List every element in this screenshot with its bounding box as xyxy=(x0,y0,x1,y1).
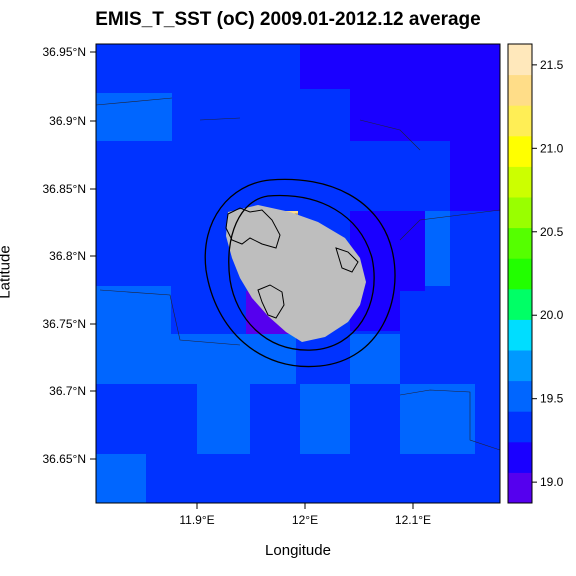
colorbar-swatch xyxy=(508,319,532,351)
colorbar-swatch xyxy=(508,105,532,137)
colorbar-swatch xyxy=(508,197,532,229)
colorbar-label: 20.0 xyxy=(540,308,564,322)
bathymetry-line xyxy=(399,209,501,241)
chart-title: EMIS_T_SST (oC) 2009.01-2012.12 average xyxy=(95,9,481,30)
colorbar-swatch xyxy=(508,166,532,198)
y-tick-label: 36.65°N xyxy=(43,452,87,466)
y-ticks: 36.95°N 36.9°N 36.85°N 36.8°N 36.75°N 36… xyxy=(43,45,96,466)
x-tick-label: 12°E xyxy=(292,513,318,527)
x-tick-label: 11.9°E xyxy=(179,513,214,527)
y-tick-label: 36.9°N xyxy=(49,114,86,128)
colorbar-swatch xyxy=(508,411,532,443)
colorbar-swatch xyxy=(508,472,532,504)
sst-cell xyxy=(425,211,450,286)
y-tick-label: 36.85°N xyxy=(43,182,87,196)
colorbar-swatch xyxy=(508,380,532,412)
sst-cell xyxy=(96,334,246,384)
bathymetry-line xyxy=(95,97,241,121)
x-axis-label: Longitude xyxy=(265,542,331,559)
colorbar-swatch xyxy=(508,258,532,290)
sst-cell xyxy=(300,384,350,454)
map-frame xyxy=(95,43,501,504)
colorbar: 19.0 19.5 20.0 20.5 21.0 21.5 xyxy=(507,43,564,504)
sst-cell xyxy=(197,384,250,454)
sst-cell xyxy=(350,89,500,141)
map-panel xyxy=(95,43,501,504)
coastline xyxy=(225,207,281,249)
island-land xyxy=(226,205,366,342)
x-ticks: 11.9°E 12°E 12.1°E xyxy=(179,503,431,527)
bathymetry-line xyxy=(359,119,421,151)
y-tick-label: 36.95°N xyxy=(43,45,87,59)
colorbar-swatch xyxy=(508,74,532,106)
colorbar-frame xyxy=(507,43,533,504)
colorbar-label: 20.5 xyxy=(540,225,564,239)
contour-line xyxy=(228,194,375,351)
y-tick-label: 36.75°N xyxy=(43,317,87,331)
coastline xyxy=(257,284,285,319)
sst-cell xyxy=(400,384,475,454)
colorbar-label: 19.0 xyxy=(540,475,564,489)
colorbar-label: 21.0 xyxy=(540,141,564,155)
contour-line xyxy=(204,178,396,368)
colorbar-swatch xyxy=(508,288,532,320)
colorbar-swatch xyxy=(508,44,532,76)
colorbar-swatch xyxy=(508,135,532,167)
colorbar-swatch xyxy=(508,441,532,473)
colorbar-label: 19.5 xyxy=(540,392,564,406)
sst-cell xyxy=(96,286,171,334)
sst-cell xyxy=(350,334,400,384)
sst-cell xyxy=(96,93,172,141)
sst-cell xyxy=(250,454,500,503)
bathymetry-line xyxy=(399,389,501,451)
coastline xyxy=(335,247,359,273)
y-tick-label: 36.8°N xyxy=(49,249,86,263)
sst-cell xyxy=(300,44,500,89)
colorbar-label: 21.5 xyxy=(540,58,564,72)
bathymetry-line xyxy=(99,289,241,346)
y-tick-label: 36.7°N xyxy=(49,384,86,398)
sst-cell xyxy=(96,454,146,503)
colorbar-swatch xyxy=(508,227,532,259)
colorbar-swatch xyxy=(508,350,532,382)
x-tick-label: 12.1°E xyxy=(395,513,431,527)
sst-cell xyxy=(450,141,500,211)
